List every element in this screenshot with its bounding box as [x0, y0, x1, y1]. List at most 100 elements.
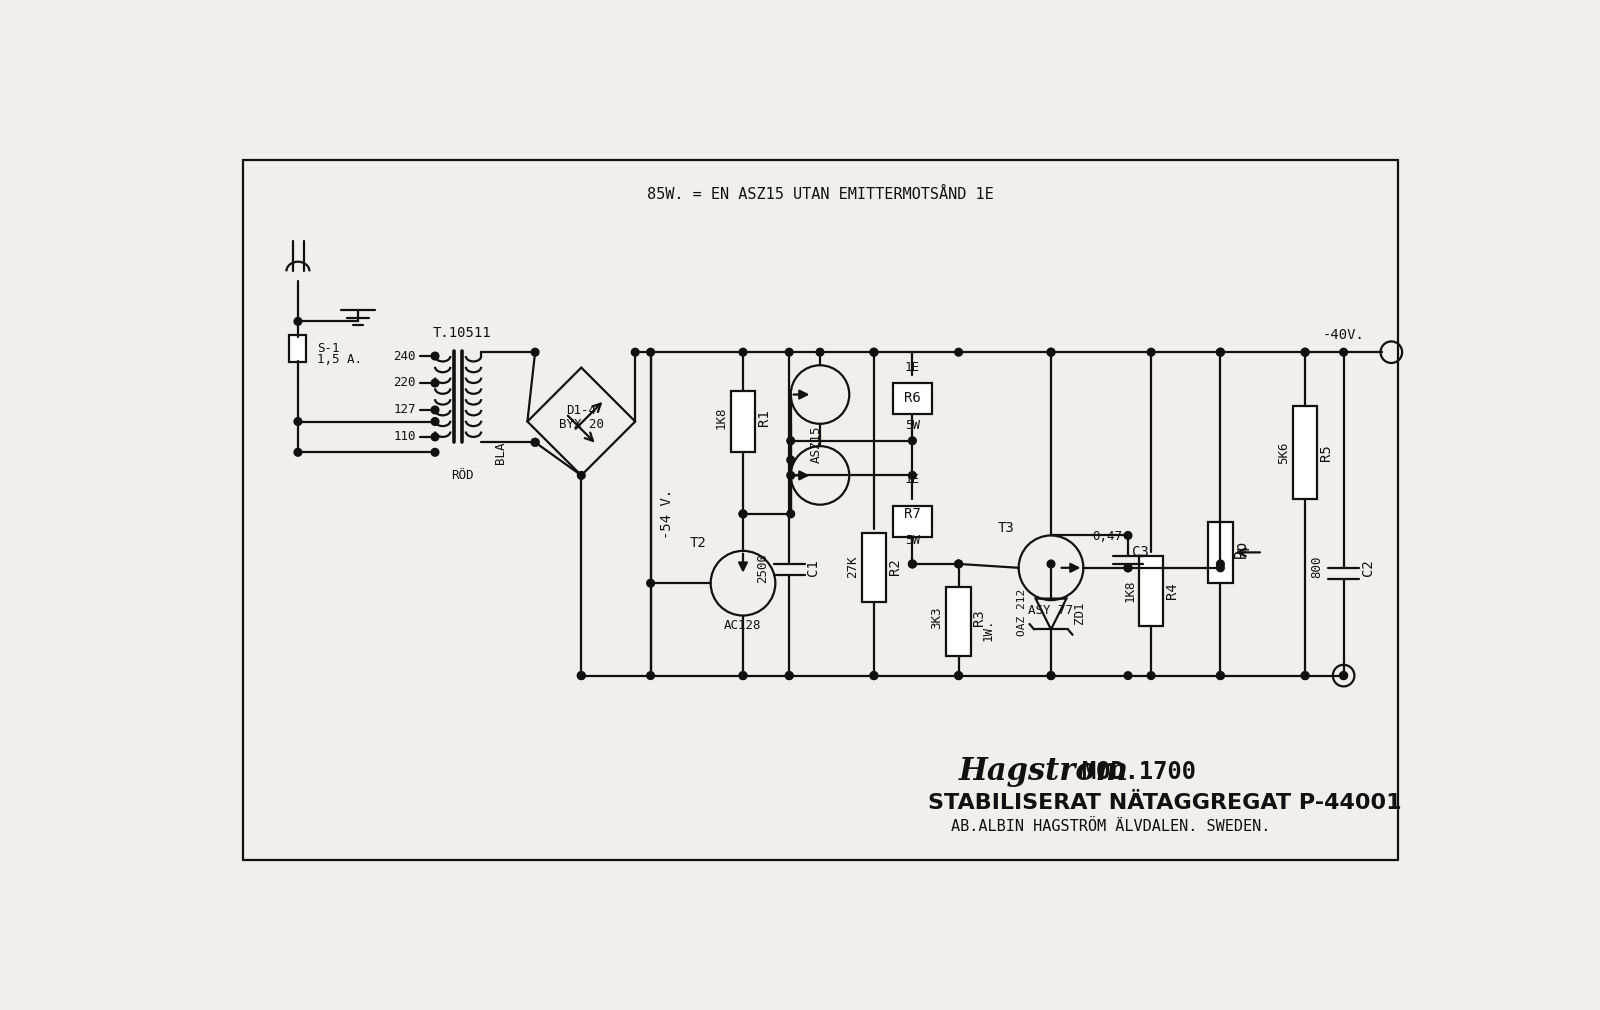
- Circle shape: [870, 672, 878, 680]
- Text: R6: R6: [904, 392, 920, 405]
- Text: 110: 110: [394, 430, 416, 443]
- Circle shape: [787, 510, 795, 518]
- Circle shape: [787, 472, 795, 480]
- Text: -40V.: -40V.: [1323, 328, 1365, 342]
- Circle shape: [1046, 561, 1054, 568]
- Text: R1: R1: [757, 409, 771, 426]
- Circle shape: [955, 561, 963, 568]
- Text: ASY 77: ASY 77: [1029, 604, 1074, 617]
- Text: 127: 127: [394, 403, 416, 416]
- Text: R5: R5: [1318, 444, 1333, 461]
- Circle shape: [909, 437, 917, 444]
- Circle shape: [1046, 348, 1054, 357]
- Circle shape: [1125, 531, 1131, 539]
- Text: 5W: 5W: [906, 419, 920, 432]
- Circle shape: [1216, 348, 1224, 357]
- Text: C3: C3: [1131, 545, 1149, 560]
- Circle shape: [816, 348, 824, 357]
- Bar: [290, 335, 307, 362]
- Circle shape: [578, 672, 586, 680]
- Circle shape: [1339, 672, 1347, 680]
- Text: MOD.1700: MOD.1700: [1082, 760, 1195, 784]
- Circle shape: [430, 433, 438, 440]
- Circle shape: [787, 457, 795, 464]
- Circle shape: [294, 317, 302, 325]
- Circle shape: [578, 672, 586, 680]
- Text: C1: C1: [806, 560, 821, 576]
- Bar: [946, 587, 971, 656]
- Text: AB.ALBIN HAGSTRÖM ÄLVDALEN. SWEDEN.: AB.ALBIN HAGSTRÖM ÄLVDALEN. SWEDEN.: [950, 819, 1270, 834]
- Text: D1-4: D1-4: [566, 404, 597, 417]
- Text: 27K: 27K: [846, 556, 859, 578]
- Circle shape: [1216, 561, 1224, 568]
- Circle shape: [870, 348, 878, 357]
- Text: BYX 20: BYX 20: [558, 418, 603, 431]
- Text: T3: T3: [998, 521, 1014, 534]
- Circle shape: [955, 348, 963, 357]
- Circle shape: [1046, 672, 1054, 680]
- Circle shape: [430, 352, 438, 360]
- Circle shape: [1125, 564, 1131, 572]
- Circle shape: [531, 438, 539, 446]
- Circle shape: [430, 418, 438, 425]
- Circle shape: [739, 348, 747, 357]
- Circle shape: [1339, 672, 1347, 680]
- Circle shape: [786, 348, 794, 357]
- Text: 1K8: 1K8: [715, 406, 728, 429]
- Circle shape: [1216, 564, 1224, 572]
- Text: 5K6: 5K6: [1277, 441, 1290, 464]
- Text: ZD1: ZD1: [1072, 601, 1085, 624]
- Circle shape: [1216, 672, 1224, 680]
- Circle shape: [1147, 672, 1155, 680]
- Text: 0,47: 0,47: [1091, 530, 1122, 543]
- Text: Hagstrom: Hagstrom: [958, 756, 1128, 788]
- Circle shape: [739, 672, 747, 680]
- Text: 240: 240: [394, 349, 416, 363]
- Circle shape: [909, 561, 917, 568]
- Text: AC128: AC128: [725, 619, 762, 632]
- Text: OAZ 212: OAZ 212: [1016, 589, 1027, 636]
- Circle shape: [430, 448, 438, 457]
- Text: R7: R7: [904, 507, 920, 521]
- Text: 220: 220: [394, 377, 416, 390]
- Circle shape: [430, 406, 438, 414]
- Text: 5W: 5W: [906, 534, 920, 547]
- Circle shape: [531, 348, 539, 357]
- Circle shape: [632, 348, 638, 357]
- Circle shape: [531, 438, 539, 446]
- Circle shape: [786, 672, 794, 680]
- Text: 3K3: 3K3: [931, 607, 944, 629]
- Text: ASZ15: ASZ15: [810, 426, 822, 464]
- Bar: [1208, 521, 1232, 583]
- Bar: [893, 506, 931, 537]
- Circle shape: [739, 510, 747, 518]
- Text: 1E: 1E: [906, 473, 920, 486]
- Text: R3: R3: [973, 609, 987, 626]
- Bar: [731, 391, 755, 452]
- Circle shape: [646, 672, 654, 680]
- Circle shape: [1301, 348, 1309, 357]
- Circle shape: [909, 561, 917, 568]
- Text: BLA: BLA: [494, 441, 507, 464]
- Circle shape: [294, 418, 302, 425]
- Text: T2: T2: [690, 536, 707, 550]
- Text: 800: 800: [1310, 556, 1323, 578]
- Circle shape: [786, 672, 794, 680]
- Text: R2: R2: [888, 558, 902, 575]
- Bar: [1139, 557, 1163, 625]
- Text: T.10511: T.10511: [432, 326, 491, 340]
- Circle shape: [1301, 672, 1309, 680]
- Circle shape: [1046, 348, 1054, 357]
- Text: R4: R4: [1165, 583, 1179, 599]
- Circle shape: [646, 348, 654, 357]
- Bar: [1293, 406, 1317, 499]
- Text: 1,5 A.: 1,5 A.: [317, 354, 362, 367]
- Circle shape: [955, 672, 963, 680]
- Circle shape: [1301, 348, 1309, 357]
- Text: Rp: Rp: [1234, 539, 1250, 558]
- Text: S-1: S-1: [317, 341, 339, 355]
- Text: 1E: 1E: [906, 362, 920, 374]
- Circle shape: [1125, 564, 1131, 572]
- Circle shape: [1301, 672, 1309, 680]
- Circle shape: [870, 672, 878, 680]
